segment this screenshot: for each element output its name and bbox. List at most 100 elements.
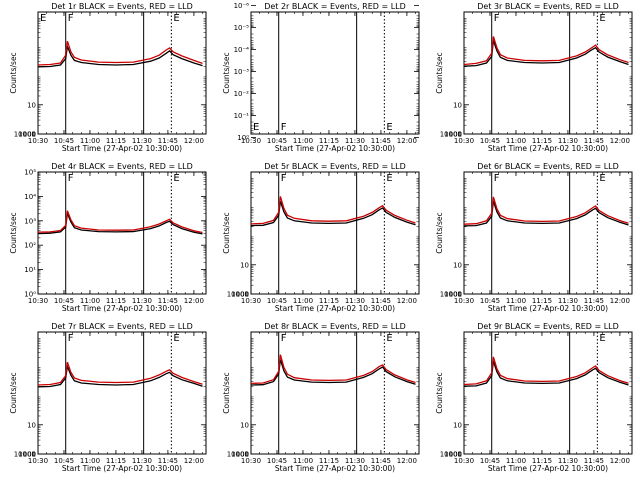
panel-2: Det 2r BLACK = Events, RED = LLD 10:30 10:… [222,2,420,153]
plot-frame [463,331,633,455]
series-events-line [463,200,629,227]
x-tick-label: 10:30 [241,137,261,145]
x-tick-label: 11:15 [106,457,126,465]
y-tick-label: 10000 [14,131,36,139]
series-lld-line [37,40,203,66]
marker-label: F [494,13,500,24]
panel-1: Det 1r BLACK = Events, RED = LLD 10:30 10:… [9,2,207,153]
x-axis-label: Start Time (27-Apr-02 10:30:00) [488,304,608,313]
y-tick-label: 1000 [18,131,36,139]
panel-title: Det 4r BLACK = Events, RED = LLD [51,162,193,171]
y-axis-label: Counts/sec [9,212,18,253]
marker-label: E [386,173,392,184]
plot-frame [463,11,633,135]
x-tick-label: 11:30 [345,137,365,145]
x-tick-label: 11:15 [319,137,339,145]
x-tick-label: 11:45 [584,137,604,145]
x-axis-label: Start Time (27-Apr-02 10:30:00) [275,144,395,153]
marker-label: F [281,333,287,344]
y-tick-label: 10 [27,101,36,109]
x-tick-label: 11:45 [371,297,391,305]
series-events-line [37,363,203,388]
panel-5: Det 5r BLACK = Events, RED = LLD 10:30 10:… [222,162,420,313]
marker-label: E [253,122,259,133]
x-tick-label: 10:45 [267,137,287,145]
y-tick-label: 100 [23,131,36,139]
y-tick-label: 10 [27,421,36,429]
x-tick-label: 11:45 [584,457,604,465]
marker-label: E [386,122,392,133]
y-tick-label: 10000 [440,131,462,139]
y-tick-label: 10 [453,101,462,109]
marker-label: F [494,333,500,344]
x-tick-label: 10:30 [28,137,48,145]
x-tick-label: 11:15 [106,137,126,145]
x-tick-label: 10:30 [28,297,48,305]
y-tick-label: 100 [449,131,462,139]
series-lld-line [250,196,416,225]
x-axis-label: Start Time (27-Apr-02 10:30:00) [488,144,608,153]
y-tick-label: 10¹ [24,266,36,274]
y-tick-label: 10000 [440,451,462,459]
marker-label: F [281,122,287,133]
y-tick-label: 100 [23,451,36,459]
y-tick-label: 10 [453,261,462,269]
x-tick-label: 10:45 [480,137,500,145]
x-tick-label: 11:15 [319,457,339,465]
x-tick-label: 11:00 [293,297,313,305]
y-tick-label: 10⁻¹ [234,112,250,120]
marker-label: E [40,13,46,24]
series-events-line [463,360,629,387]
marker-label: F [68,13,74,24]
x-tick-label: 10:45 [54,297,74,305]
panel-title: Det 2r BLACK = Events, RED = LLD [264,2,406,11]
x-tick-label: 11:00 [506,457,526,465]
series-events-line [37,43,203,68]
plot-frame [37,331,207,455]
x-tick-label: 10:45 [480,457,500,465]
y-tick-label: 100 [449,291,462,299]
y-axis-label: Counts/sec [435,372,444,413]
panel-title: Det 8r BLACK = Events, RED = LLD [264,322,406,331]
y-tick-label: 100 [236,451,249,459]
y-axis-label: Counts/sec [435,52,444,93]
y-tick-label: 10000 [440,291,462,299]
y-tick-label: 1 [32,451,36,459]
plot-frame [37,171,207,295]
series-events-line [37,210,203,235]
marker-label: E [599,173,605,184]
x-tick-label: 11:30 [345,457,365,465]
x-tick-label: 11:00 [293,137,313,145]
y-tick-label: 10² [24,242,36,250]
y-tick-label: 1000 [444,451,462,459]
y-axis-label: Counts/sec [222,52,231,93]
panel-3: Det 3r BLACK = Events, RED = LLD 10:30 10:… [435,2,633,153]
series-lld-line [463,356,629,386]
x-tick-label: 11:15 [532,137,552,145]
panel-9: Det 9r BLACK = Events, RED = LLD 10:30 10:… [435,322,633,473]
marker-label: E [173,13,179,24]
y-axis-label: Counts/sec [9,52,18,93]
x-tick-label: 11:00 [293,457,313,465]
x-axis-label: Start Time (27-Apr-02 10:30:00) [488,464,608,473]
panel-title: Det 7r BLACK = Events, RED = LLD [51,322,193,331]
x-tick-label: 11:30 [132,457,152,465]
y-tick-label: 1000 [231,291,249,299]
x-tick-label: 10:45 [54,457,74,465]
x-tick-label: 12:00 [184,457,204,465]
marker-label: E [386,333,392,344]
x-tick-label: 10:30 [241,457,261,465]
panel-7: Det 7r BLACK = Events, RED = LLD 10:30 10:… [9,322,207,473]
x-tick-label: 11:45 [371,137,391,145]
y-tick-label: 10⁻⁴ [234,46,250,54]
y-tick-label: 1000 [231,451,249,459]
y-tick-label: 10⁻² [234,90,250,98]
y-tick-label: 1 [458,131,462,139]
x-axis-label: Start Time (27-Apr-02 10:30:00) [62,144,182,153]
series-events-line [250,359,416,386]
y-tick-label: 100 [236,291,249,299]
x-tick-label: 12:00 [610,457,630,465]
x-tick-label: 10:45 [267,297,287,305]
x-axis-label: Start Time (27-Apr-02 10:30:00) [275,464,395,473]
